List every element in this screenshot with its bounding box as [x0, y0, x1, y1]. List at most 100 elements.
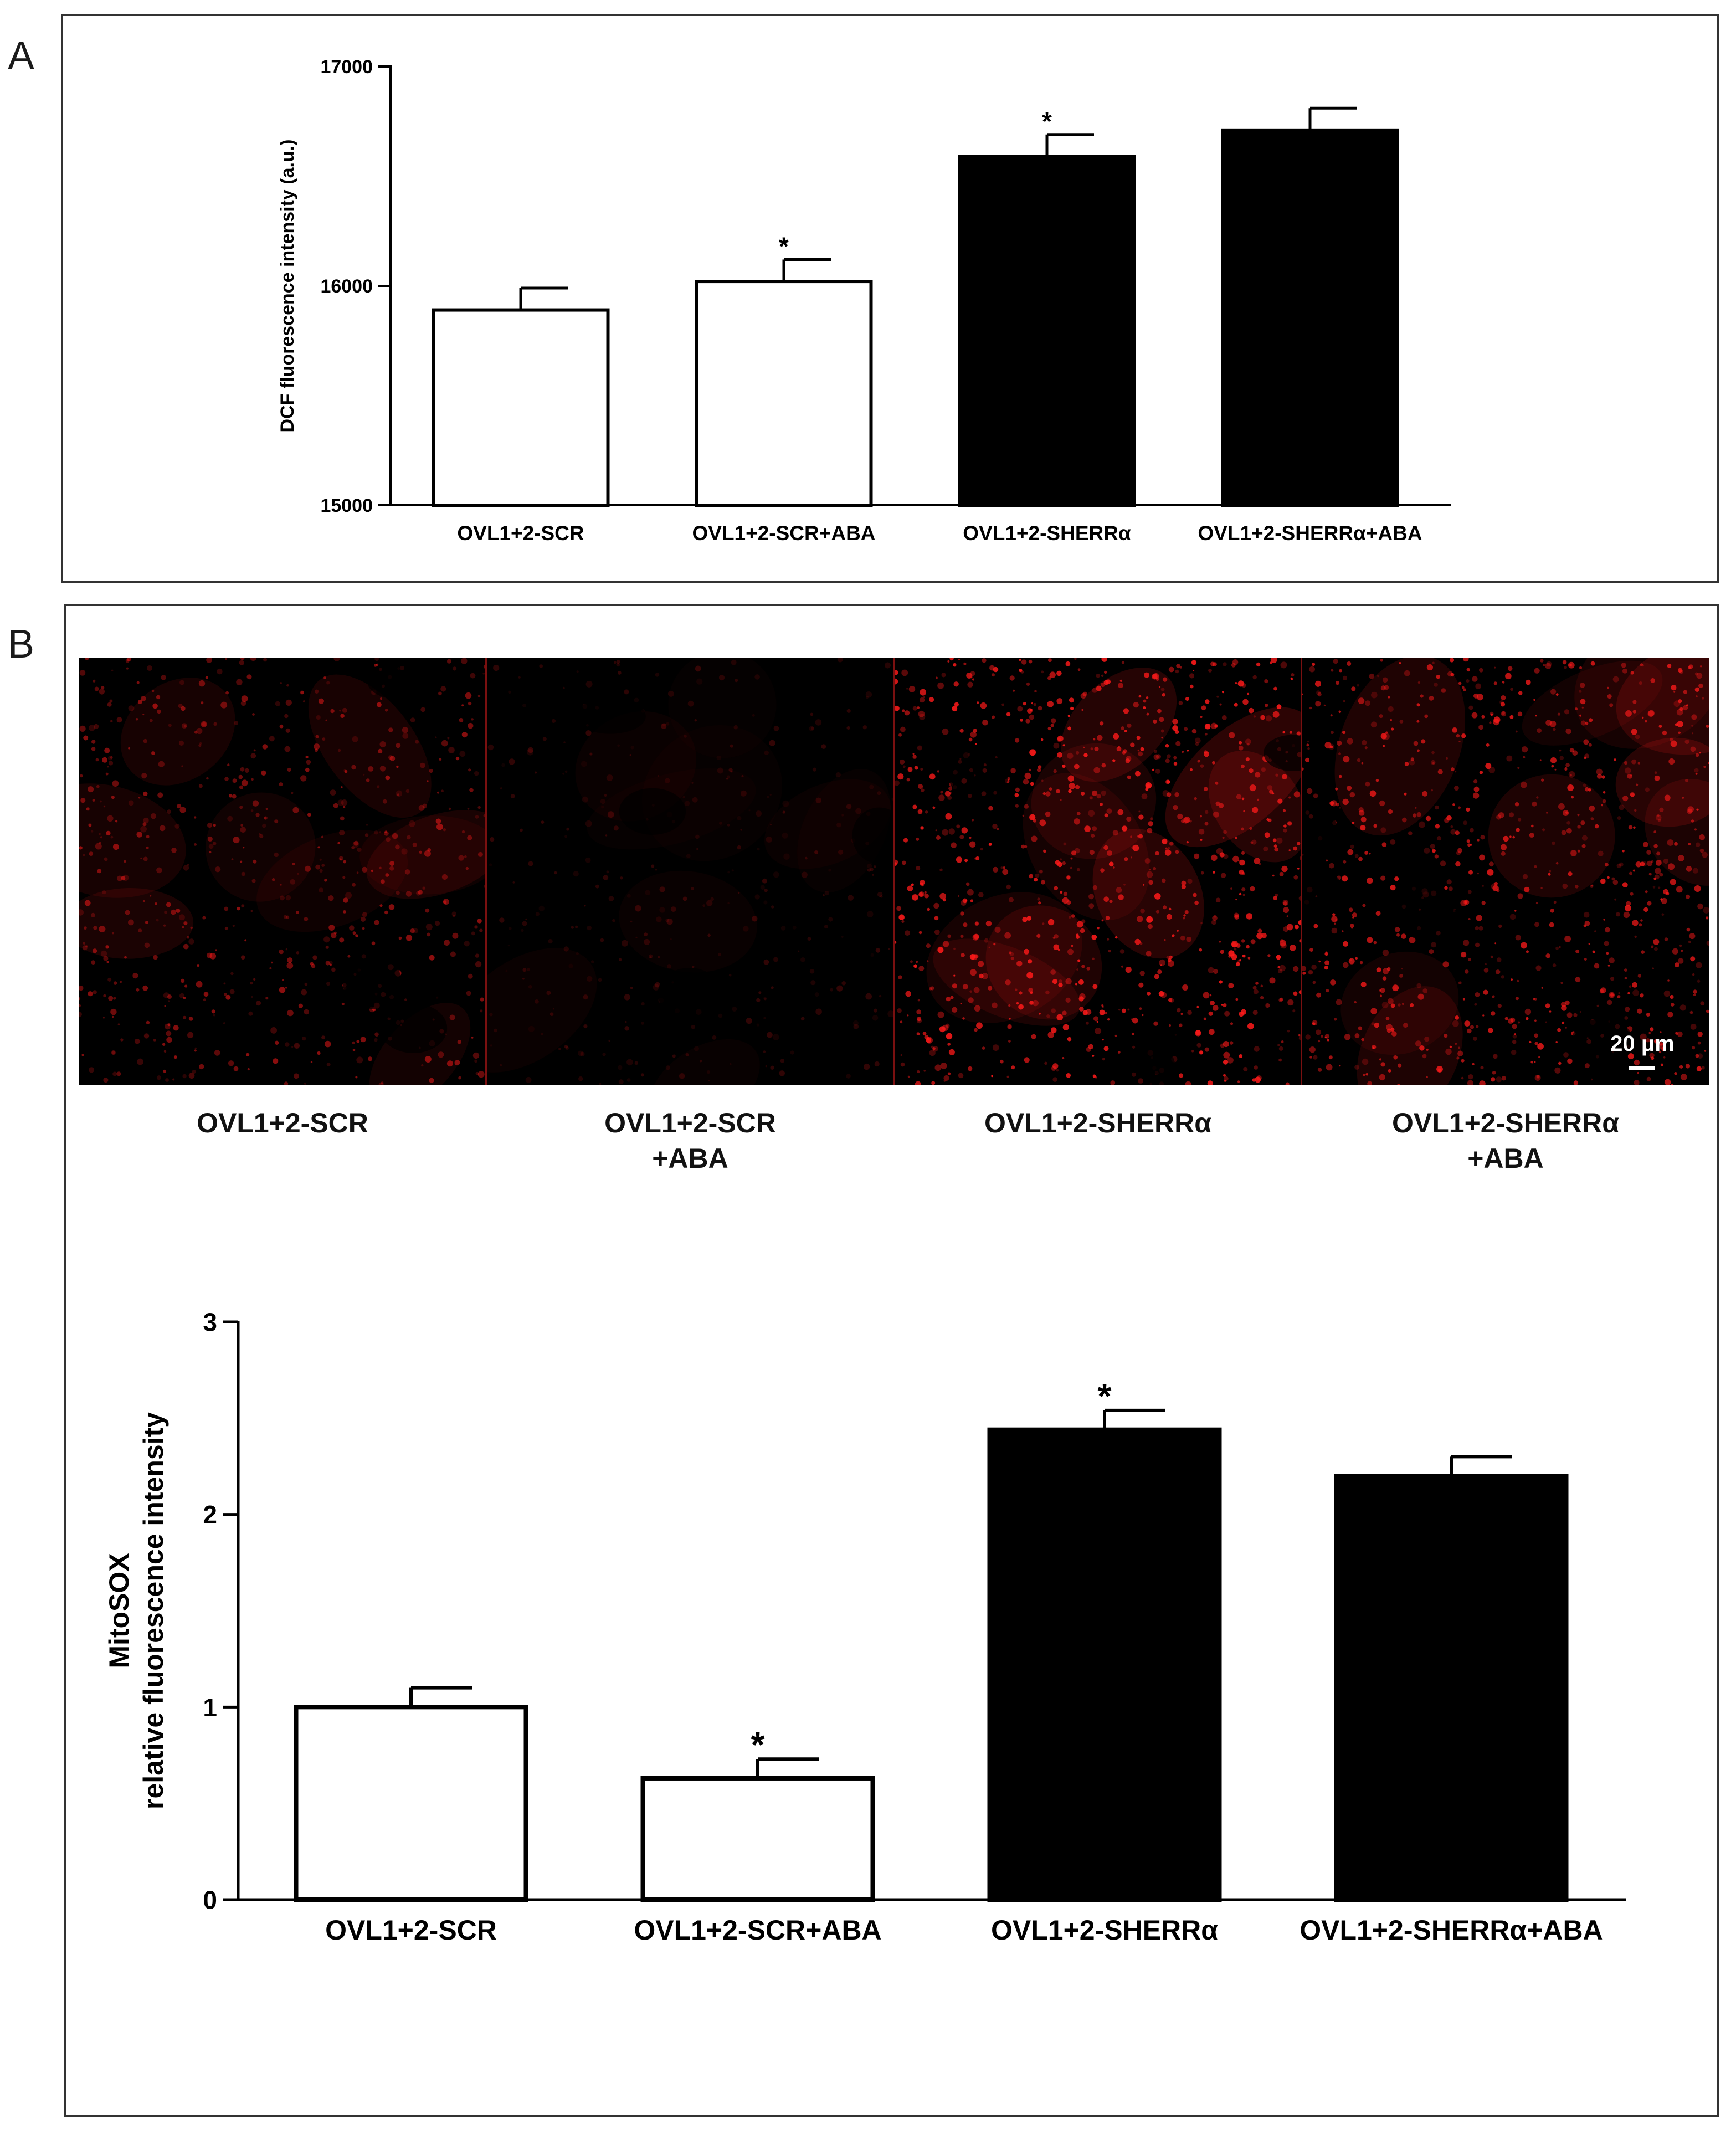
fluorescent-speck	[1417, 749, 1420, 752]
fluorescent-speck	[1350, 844, 1354, 849]
fluorescent-speck	[1252, 1010, 1258, 1015]
fluorescent-speck	[1103, 896, 1110, 902]
fluorescent-speck	[1331, 927, 1338, 934]
fluorescent-speck	[366, 824, 368, 826]
fluorescent-speck	[525, 1076, 532, 1083]
fluorescent-speck	[1562, 883, 1568, 889]
fluorescent-speck	[551, 719, 556, 723]
fluorescent-speck	[1575, 707, 1578, 711]
fluorescent-speck	[1634, 1059, 1640, 1066]
cell-body	[206, 792, 316, 902]
fluorescent-speck	[1431, 751, 1435, 755]
fluorescent-speck	[618, 1079, 624, 1085]
fluorescent-speck	[1546, 812, 1548, 814]
fluorescent-speck	[1257, 928, 1262, 933]
fluorescent-speck	[1575, 885, 1579, 889]
fluorescent-speck	[1662, 730, 1667, 736]
fluorescent-speck	[1256, 1075, 1262, 1081]
fluorescent-speck	[477, 919, 482, 924]
fluorescent-speck	[1472, 676, 1478, 682]
fluorescent-speck	[521, 928, 524, 932]
fluorescent-speck	[662, 722, 666, 727]
fluorescent-speck	[341, 786, 343, 788]
fluorescent-speck	[587, 925, 592, 931]
fluorescent-speck	[1167, 754, 1171, 758]
fluorescent-speck	[1488, 861, 1494, 867]
fluorescent-speck	[1347, 738, 1353, 745]
fluorescent-speck	[968, 1066, 973, 1071]
fluorescent-speck	[1339, 807, 1342, 809]
fluorescent-speck	[1094, 746, 1099, 751]
fluorescent-speck	[1703, 766, 1706, 768]
fluorescent-speck	[251, 778, 254, 781]
fluorescent-speck	[285, 1042, 290, 1047]
fluorescent-speck	[1062, 1024, 1069, 1030]
fluorescent-speck	[1024, 804, 1029, 809]
fluorescent-speck	[929, 697, 934, 702]
fluorescent-speck	[1071, 850, 1076, 856]
fluorescent-speck	[181, 723, 187, 729]
fluorescent-speck	[994, 927, 1001, 933]
fluorescent-speck	[487, 744, 494, 751]
fluorescent-speck	[1679, 707, 1683, 711]
fluorescent-speck	[752, 916, 758, 922]
fluorescent-speck	[1606, 999, 1612, 1005]
fluorescent-speck	[1535, 715, 1537, 717]
fluorescent-speck	[1703, 907, 1709, 914]
fluorescent-speck	[585, 730, 592, 736]
significance-marker: *	[779, 232, 789, 260]
fluorescent-speck	[956, 856, 963, 863]
fluorescent-speck	[1014, 793, 1019, 798]
fluorescent-speck	[202, 722, 206, 726]
fluorescent-speck	[1162, 878, 1166, 883]
fluorescent-speck	[256, 1001, 261, 1006]
fluorescent-speck	[1051, 1008, 1056, 1013]
fluorescent-speck	[764, 750, 769, 755]
fluorescent-speck	[329, 963, 332, 966]
fluorescent-speck	[1138, 982, 1144, 988]
fluorescent-speck	[1671, 1003, 1675, 1007]
fluorescent-speck	[910, 960, 913, 963]
fluorescent-speck	[339, 937, 345, 943]
fluorescent-speck	[1517, 893, 1523, 899]
fluorescent-speck	[1291, 678, 1293, 680]
fluorescent-speck	[1283, 828, 1287, 833]
fluorescent-speck	[201, 721, 207, 727]
fluorescent-speck	[1015, 738, 1020, 743]
fluorescent-speck	[565, 1046, 569, 1050]
fluorescent-speck	[510, 794, 515, 798]
fluorescent-speck	[583, 994, 588, 1000]
fluorescent-speck	[1664, 937, 1668, 941]
fluorescent-speck	[1663, 1056, 1666, 1059]
fluorescent-speck	[407, 835, 411, 840]
fluorescent-speck	[1069, 783, 1076, 789]
fluorescent-speck	[1308, 970, 1313, 975]
fluorescent-speck	[427, 932, 431, 937]
fluorescent-speck	[1197, 760, 1200, 763]
fluorescent-speck	[732, 1006, 737, 1012]
fluorescent-speck	[1250, 841, 1254, 844]
fluorescent-speck	[352, 1041, 355, 1044]
fluorescent-speck	[468, 768, 471, 772]
fluorescent-speck	[1624, 1016, 1629, 1020]
fluorescent-speck	[208, 844, 214, 849]
fluorescent-speck	[85, 658, 89, 660]
fluorescent-speck	[1311, 965, 1317, 970]
fluorescent-speck	[1152, 768, 1154, 771]
fluorescent-speck	[1492, 1071, 1496, 1075]
panel-a-frame	[61, 14, 1719, 583]
fluorescent-speck	[912, 706, 917, 711]
fluorescent-speck	[1177, 1008, 1181, 1013]
fluorescent-speck	[666, 964, 672, 969]
fluorescent-speck	[1560, 982, 1563, 984]
fluorescent-speck	[1566, 1012, 1573, 1018]
fluorescent-speck	[1242, 871, 1245, 875]
fluorescent-speck	[1658, 725, 1662, 728]
fluorescent-speck	[209, 953, 217, 960]
fluorescent-speck	[1147, 992, 1151, 996]
fluorescent-speck	[103, 805, 106, 808]
fluorescent-speck	[111, 1050, 116, 1055]
fluorescent-speck	[179, 807, 186, 813]
fluorescent-speck	[1545, 1021, 1547, 1023]
fluorescent-speck	[1219, 980, 1223, 984]
